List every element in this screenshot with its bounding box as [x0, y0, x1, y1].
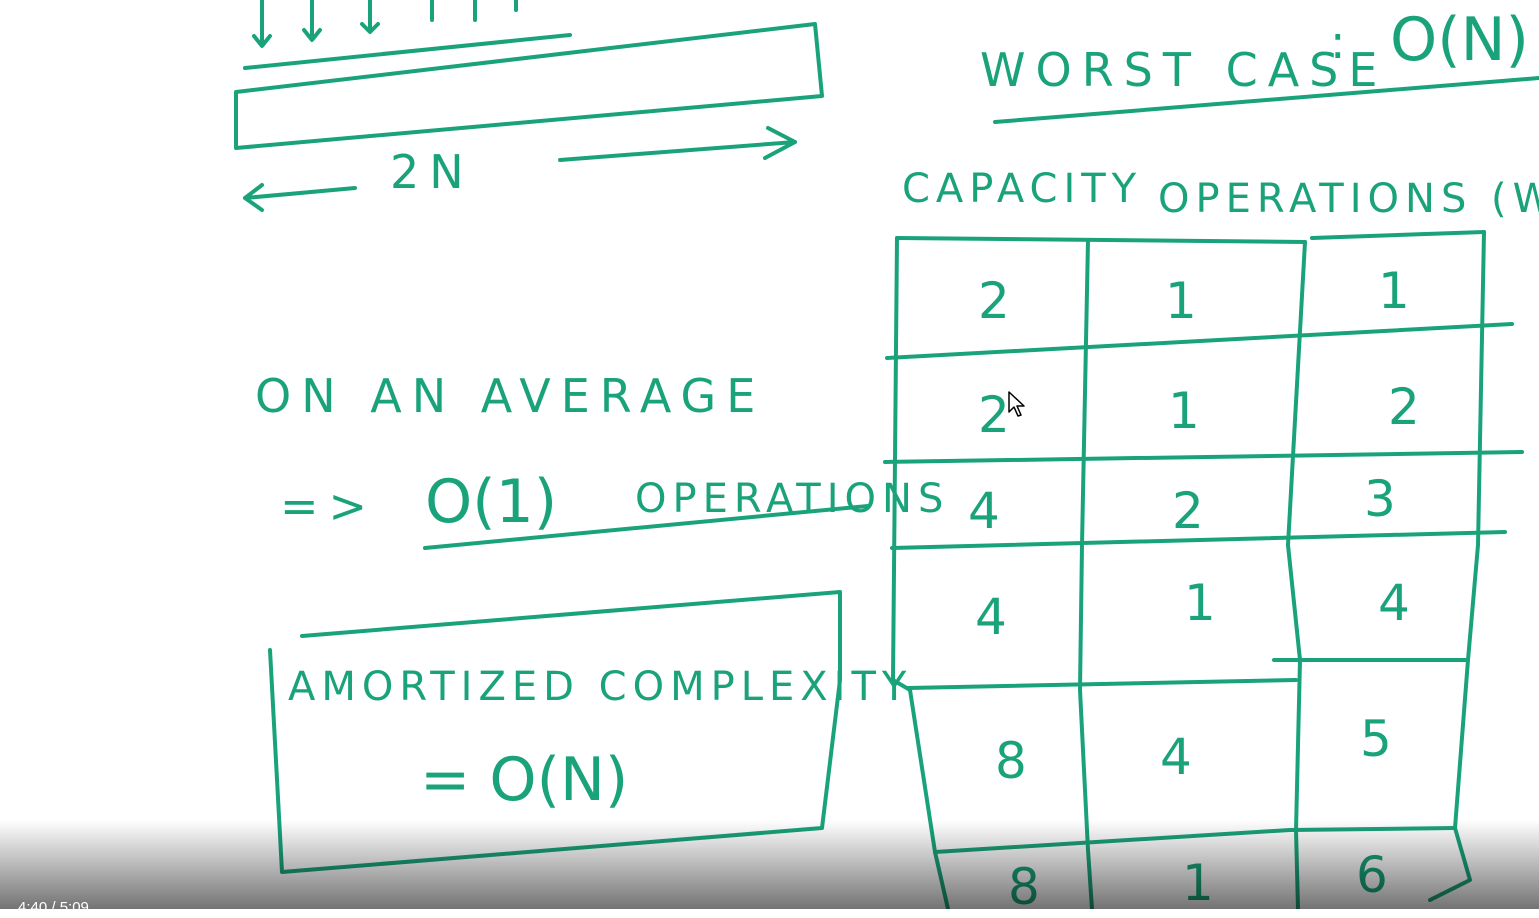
table-row: 2 1 2: [978, 378, 1420, 444]
average-underline: [423, 504, 870, 550]
table-cell: 4: [968, 482, 1000, 540]
video-time-display: 4:40 / 5:09: [18, 899, 89, 916]
table-row: 4 1 4: [975, 574, 1410, 646]
table-cell: 1: [1378, 262, 1410, 320]
table-cell: 2: [978, 386, 1010, 444]
implies-arrow: =>: [280, 479, 377, 533]
table-cell: 5: [1360, 710, 1392, 768]
video-controls-shade[interactable]: [0, 820, 1539, 909]
table-row: 2 1 1: [978, 262, 1410, 330]
table-cell: 4: [975, 588, 1007, 646]
table-cell: 4: [1160, 728, 1192, 786]
array-length-label: 2N: [390, 145, 474, 199]
table-grid: [883, 230, 1524, 909]
table-cell: 2: [1172, 482, 1204, 540]
table-header-capacity: CAPACITY: [902, 166, 1142, 212]
array-rectangle: [234, 22, 824, 150]
table-row: 8 4 5: [995, 710, 1392, 790]
table-header-operations: OPERATIONS (WHE: [1158, 176, 1539, 222]
table-cell: 3: [1364, 470, 1396, 528]
table-cell: 4: [1378, 574, 1410, 632]
table-cell: 2: [1388, 378, 1420, 436]
table-row: 4 2 3: [968, 470, 1396, 540]
worst-case-label: WORST CASE: [980, 43, 1387, 97]
amortized-value: = O(N): [420, 745, 628, 815]
average-label: ON AN AVERAGE: [255, 369, 765, 423]
table-cell: 1: [1184, 574, 1216, 632]
amortized-title: AMORTIZED COMPLEXITY: [288, 664, 912, 710]
table-cell: 2: [978, 272, 1010, 330]
pointer-cursor-icon: [1008, 391, 1026, 422]
worst-case-value: O(N): [1390, 5, 1529, 75]
table-cell: 8: [995, 732, 1027, 790]
average-complexity: O(1): [425, 467, 557, 537]
insert-arrows: [243, 0, 572, 70]
table-cell: 1: [1165, 272, 1197, 330]
length-arrow: [243, 126, 797, 212]
worst-case-underline: [993, 76, 1539, 124]
worst-case-separator: :: [1330, 15, 1356, 69]
table-cell: 1: [1168, 382, 1200, 440]
